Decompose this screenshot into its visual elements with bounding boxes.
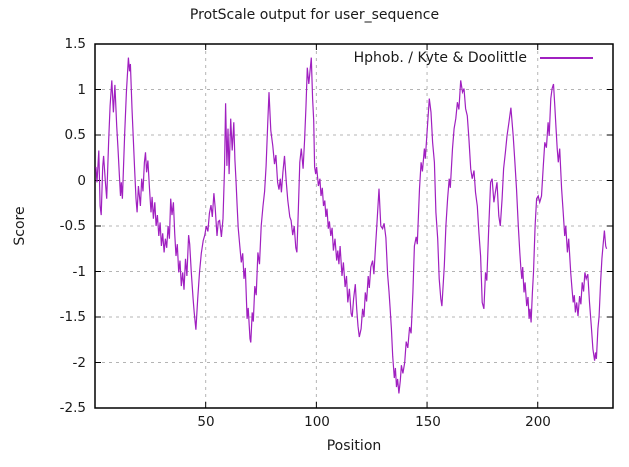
y-tick-label: 1.5 (64, 36, 86, 52)
y-tick-label: -0.5 (59, 218, 86, 234)
y-tick-label: -1 (72, 264, 86, 280)
legend: Hphob. / Kyte & Doolittle (354, 50, 593, 66)
x-tick-label: 100 (304, 414, 330, 430)
x-axis-label: Position (326, 438, 382, 454)
x-tick-label: 50 (197, 414, 215, 430)
y-tick-label: -1.5 (59, 309, 86, 325)
legend-label: Hphob. / Kyte & Doolittle (353, 50, 527, 66)
y-tick-label: -2.5 (59, 400, 86, 416)
x-tick-label: 150 (415, 414, 441, 430)
y-tick-label: 1 (77, 82, 86, 98)
x-tick-label: 200 (525, 414, 551, 430)
legend-line-sample (540, 57, 593, 59)
y-tick-label: 0 (77, 173, 86, 189)
y-tick-label: 0.5 (64, 127, 86, 143)
plot-title: ProtScale output for user_sequence (189, 7, 440, 23)
y-tick-label: -2 (72, 355, 86, 371)
y-axis-label: Score (12, 206, 28, 246)
